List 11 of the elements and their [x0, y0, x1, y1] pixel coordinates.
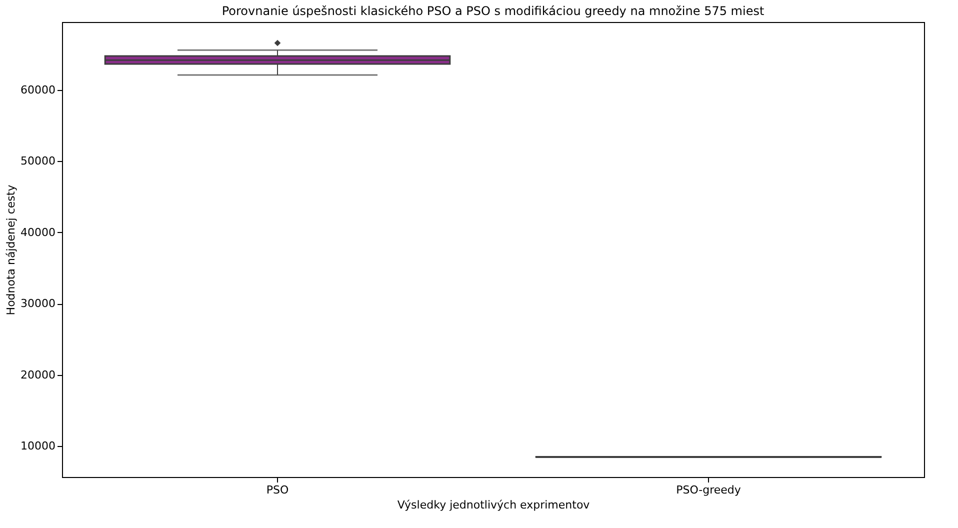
chart-title: Porovnanie úspešnosti klasického PSO a PSO s modifikáciou greedy na množine 575 miest	[222, 4, 764, 18]
x-axis-title: Výsledky jednotlivých exprimentov	[397, 498, 590, 512]
y-tick-label: 40000	[20, 226, 56, 239]
y-tick-label: 60000	[20, 84, 56, 96]
x-tick-label: PSO	[266, 484, 289, 496]
y-tick-label: 50000	[20, 154, 56, 168]
y-axis-title: Hodnota nájdenej cesty	[4, 184, 18, 316]
y-tick-label: 20000	[20, 368, 56, 382]
y-tick-label: 30000	[20, 297, 56, 310]
x-tick-label: PSO-greedy	[676, 484, 742, 496]
y-tick-label: 10000	[20, 440, 56, 453]
